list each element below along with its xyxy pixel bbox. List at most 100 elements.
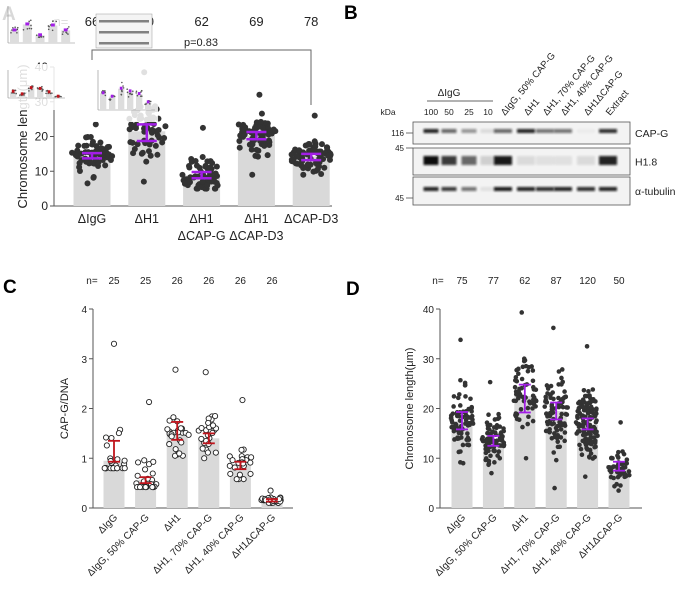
data-point [204,449,211,456]
data-point [121,465,128,472]
blot-band [461,187,477,191]
significance-bracket [91,49,312,105]
blot-band [517,129,535,133]
data-point [462,382,468,388]
inset-bar [109,96,116,110]
data-point [182,180,189,187]
blot-band [480,129,496,133]
data-point [233,476,240,483]
data-point [81,142,88,149]
data-point [552,431,557,436]
data-point [564,405,569,410]
inset-error-bar [47,90,51,94]
inset-band [99,31,149,34]
inset-point [140,90,143,92]
data-point [525,421,531,427]
data-point [101,465,108,472]
data-point [501,426,506,431]
data-point [463,421,468,426]
inset-point [61,33,64,35]
data-point [513,411,519,416]
inset-error-bar [11,89,15,93]
data-point [558,420,564,426]
n-label: 87 [551,276,563,287]
data-point [492,448,497,454]
inset-error-bar [128,89,132,93]
inset-error-bar [146,100,150,104]
inset-point [126,88,128,90]
blot-band [536,129,554,133]
data-point [84,180,91,187]
inset-panel-b [95,13,153,49]
inset-error-bar [20,92,24,96]
inset-point [109,98,112,101]
data-point [305,141,312,148]
data-point [513,389,519,394]
inset-bar [136,94,143,110]
lane-label: 25 [464,107,474,117]
data-point [585,447,590,452]
data-point [533,387,539,393]
data-point [249,171,256,178]
inset-point [45,92,47,95]
inset-point [47,25,50,27]
n-prefix: n= [432,276,444,287]
data-point [547,426,552,432]
data-point [519,376,525,382]
inset-point [47,28,50,31]
inset-point [55,95,57,98]
data-point [559,375,564,381]
y-tick-label: 10 [35,164,49,178]
inset-error-bar [38,33,42,37]
data-point [212,170,219,177]
data-point [486,462,491,468]
blot-band [577,129,595,133]
data-point [236,144,243,151]
data-point [87,133,94,140]
y-axis-label: CAP-G/DNA [59,377,71,439]
data-point [612,483,617,489]
data-point [455,436,460,442]
data-point [549,410,554,416]
data-point [149,484,156,491]
data-point [618,483,623,488]
data-point [296,147,303,154]
data-point [455,395,461,401]
x-tick-label: ΔH1 [162,512,184,534]
data-point [619,466,625,471]
inset-error-bar [56,94,60,98]
data-point [495,453,500,458]
blot-row-label: α-tubulin [635,186,676,198]
data-point [551,421,556,426]
inset-point [14,89,16,92]
inset-bar [118,88,125,110]
data-point [531,395,537,400]
blot-band [599,156,617,165]
data-point [135,459,142,466]
data-point [458,460,463,465]
data-point [556,395,561,401]
blot-band [441,156,457,165]
data-point [520,364,526,370]
data-point [246,141,253,148]
data-point [320,156,327,163]
data-point [235,121,242,128]
blot-row-label: H1.8 [635,157,657,169]
data-point [179,171,186,178]
n-label: 78 [304,14,318,29]
blot-band [480,156,496,165]
data-point [518,406,524,412]
data-point [325,152,332,159]
inset-point [62,31,64,33]
data-point [486,458,492,464]
data-point [595,433,600,439]
data-point [545,391,550,396]
data-point [140,178,147,185]
data-point [193,162,200,169]
data-point [562,395,567,400]
data-point [589,441,594,447]
data-point [559,411,565,417]
data-point [238,446,245,453]
data-point [148,127,155,134]
